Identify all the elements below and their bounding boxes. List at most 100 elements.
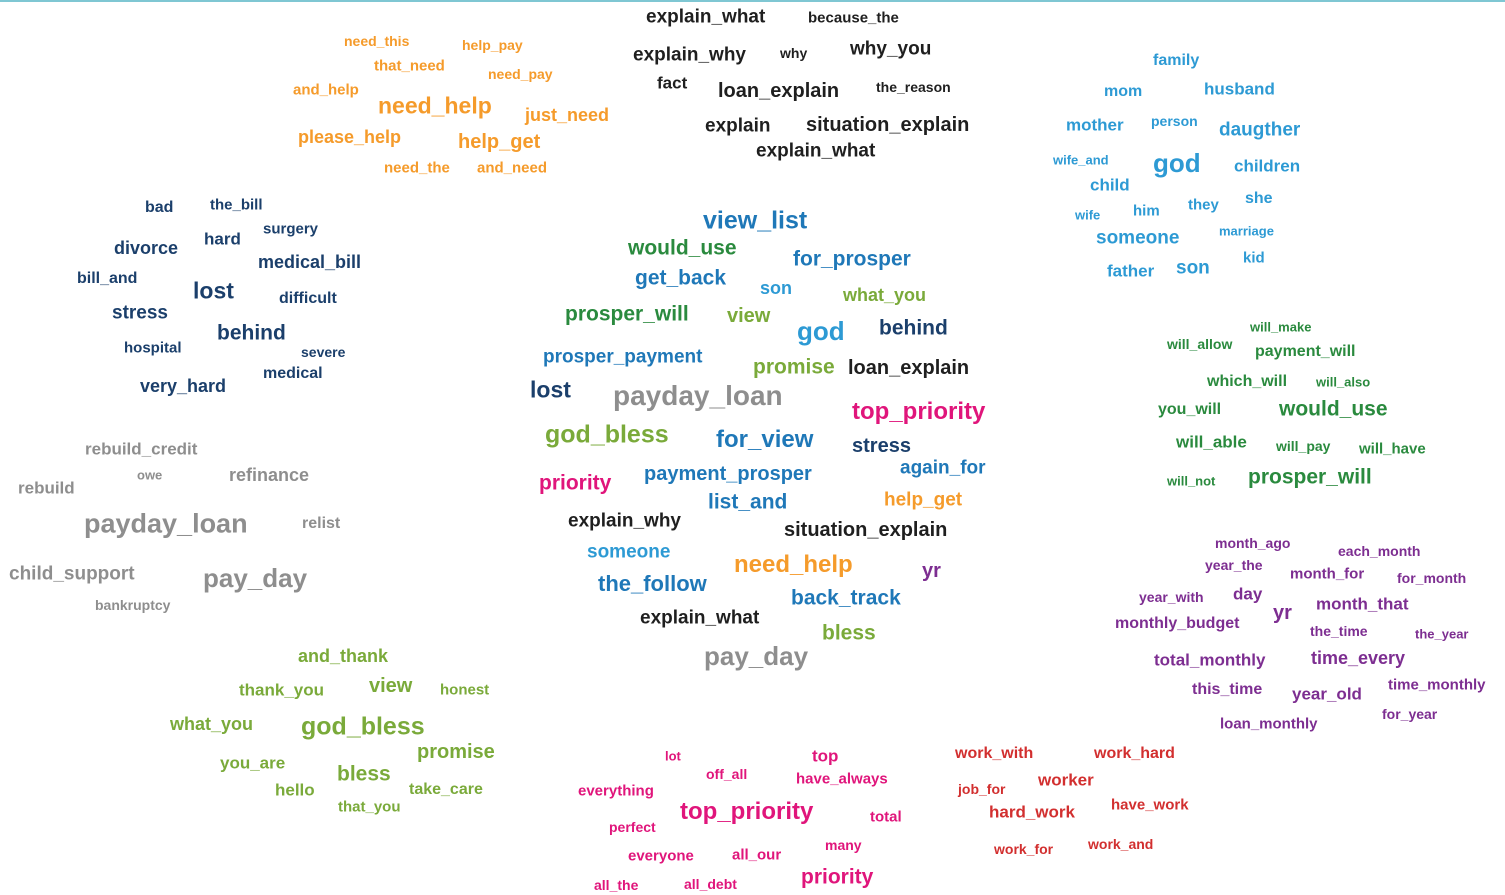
word-what-you: what_you <box>170 714 254 734</box>
word-the-bill: the_bill <box>210 196 263 214</box>
word-rebuild-credit: rebuild_credit <box>85 439 198 459</box>
word-rebuild: rebuild <box>18 478 75 498</box>
word-lot: lot <box>665 748 681 764</box>
word-you-will: you_will <box>1158 401 1222 418</box>
word-need-help: need_help <box>734 551 853 578</box>
word-help-get: help_get <box>884 489 963 511</box>
word-will-not: will_not <box>1167 473 1216 489</box>
word-for-month: for_month <box>1397 570 1467 586</box>
word-surgery: surgery <box>263 220 319 238</box>
word-someone: someone <box>1096 227 1180 249</box>
word-will-able: will_able <box>1176 432 1247 452</box>
word-the-reason: the_reason <box>876 79 951 95</box>
word-which-will: which_will <box>1207 373 1288 390</box>
word-everyone: everyone <box>628 847 694 865</box>
word-behind: behind <box>879 316 948 340</box>
word-because-the: because_the <box>808 9 899 27</box>
word-need-pay: need_pay <box>488 66 553 82</box>
word-and-help: and_help <box>293 81 359 99</box>
word-they: they <box>1188 196 1219 214</box>
word-explain-what: explain_what <box>646 6 766 28</box>
word-work-for: work_for <box>994 841 1054 857</box>
word-wife-and: wife_and <box>1053 152 1109 168</box>
word-person: person <box>1151 113 1198 129</box>
word-severe: severe <box>301 344 346 360</box>
word-top-priority: top_priority <box>680 798 814 825</box>
word-stress: stress <box>112 302 168 324</box>
word-bad: bad <box>145 199 174 216</box>
word-him: him <box>1133 202 1160 220</box>
word-wife: wife <box>1075 207 1101 223</box>
word-work-with: work_with <box>955 745 1034 762</box>
word-month-that: month_that <box>1316 594 1409 614</box>
word-family: family <box>1153 52 1200 69</box>
word-take-care: take_care <box>409 781 483 798</box>
word-help-get: help_get <box>458 131 541 153</box>
word-total-monthly: total_monthly <box>1154 650 1266 670</box>
word-all-our: all_our <box>732 846 782 864</box>
word-god-bless: god_bless <box>301 712 425 741</box>
word-god-bless: god_bless <box>545 420 669 449</box>
word-thank-you: thank_you <box>239 680 325 700</box>
word-would-use: would_use <box>1279 397 1388 421</box>
word-bankruptcy: bankruptcy <box>95 597 171 613</box>
word-list-and: list_and <box>708 490 788 514</box>
word-year-the: year_the <box>1205 557 1263 573</box>
word-and-thank: and_thank <box>298 646 389 666</box>
word-many: many <box>825 837 862 853</box>
word-explain-what: explain_what <box>640 607 760 629</box>
word-and-need: and_need <box>477 159 548 177</box>
word-all-debt: all_debt <box>684 876 737 892</box>
word-job-for: job_for <box>958 781 1006 797</box>
word-child-support: child_support <box>9 563 135 585</box>
word-the-follow: the_follow <box>598 571 707 596</box>
word-time-every: time_every <box>1311 648 1406 668</box>
word-daugther: daugther <box>1219 119 1301 141</box>
word-situation-explain: situation_explain <box>784 519 948 541</box>
word-loan-monthly: loan_monthly <box>1220 715 1318 733</box>
word-just-need: just_need <box>525 105 610 125</box>
word-god: god <box>797 316 845 346</box>
word-god: god <box>1153 148 1201 178</box>
word-husband: husband <box>1204 79 1275 99</box>
word-hospital: hospital <box>124 339 182 357</box>
word-priority: priority <box>801 865 874 889</box>
word-owe: owe <box>137 467 163 483</box>
word-lost: lost <box>530 376 571 403</box>
word-loan-explain: loan_explain <box>718 80 840 102</box>
word-mother: mother <box>1066 115 1124 135</box>
word-prosper-will: prosper_will <box>565 302 689 326</box>
word-year-with: year_with <box>1139 589 1204 605</box>
word-payday-loan: payday_loan <box>84 508 248 539</box>
word-divorce: divorce <box>114 238 179 258</box>
word-will-pay: will_pay <box>1276 438 1331 454</box>
word-pay-day: pay_day <box>704 641 809 671</box>
word-top-priority: top_priority <box>852 398 986 425</box>
word-behind: behind <box>217 321 286 345</box>
word-worker: worker <box>1038 770 1094 790</box>
word-will-allow: will_allow <box>1167 336 1233 352</box>
word-medical: medical <box>263 365 323 382</box>
word-need-the: need_the <box>384 159 450 177</box>
word-medical-bill: medical_bill <box>258 252 362 272</box>
word-hello: hello <box>275 780 315 800</box>
word-have-work: have_work <box>1111 796 1189 814</box>
word-will-make: will_make <box>1250 319 1312 335</box>
word-payment-prosper: payment_prosper <box>644 463 812 485</box>
word-fact: fact <box>657 73 688 93</box>
word-explain: explain <box>705 115 771 137</box>
word-will-have: will_have <box>1359 440 1426 458</box>
word-time-monthly: time_monthly <box>1388 676 1486 694</box>
word-loan-explain: loan_explain <box>848 357 970 379</box>
word-that-you: that_you <box>338 798 401 816</box>
word-kid: kid <box>1243 249 1265 267</box>
word-children: children <box>1234 156 1301 176</box>
word-will-also: will_also <box>1316 374 1371 390</box>
word-work-hard: work_hard <box>1094 745 1175 762</box>
word-help-pay: help_pay <box>462 37 523 53</box>
word-please-help: please_help <box>298 127 402 147</box>
word-stress: stress <box>852 435 911 457</box>
word-for-prosper: for_prosper <box>793 247 911 271</box>
word-what-you: what_you <box>843 285 927 305</box>
